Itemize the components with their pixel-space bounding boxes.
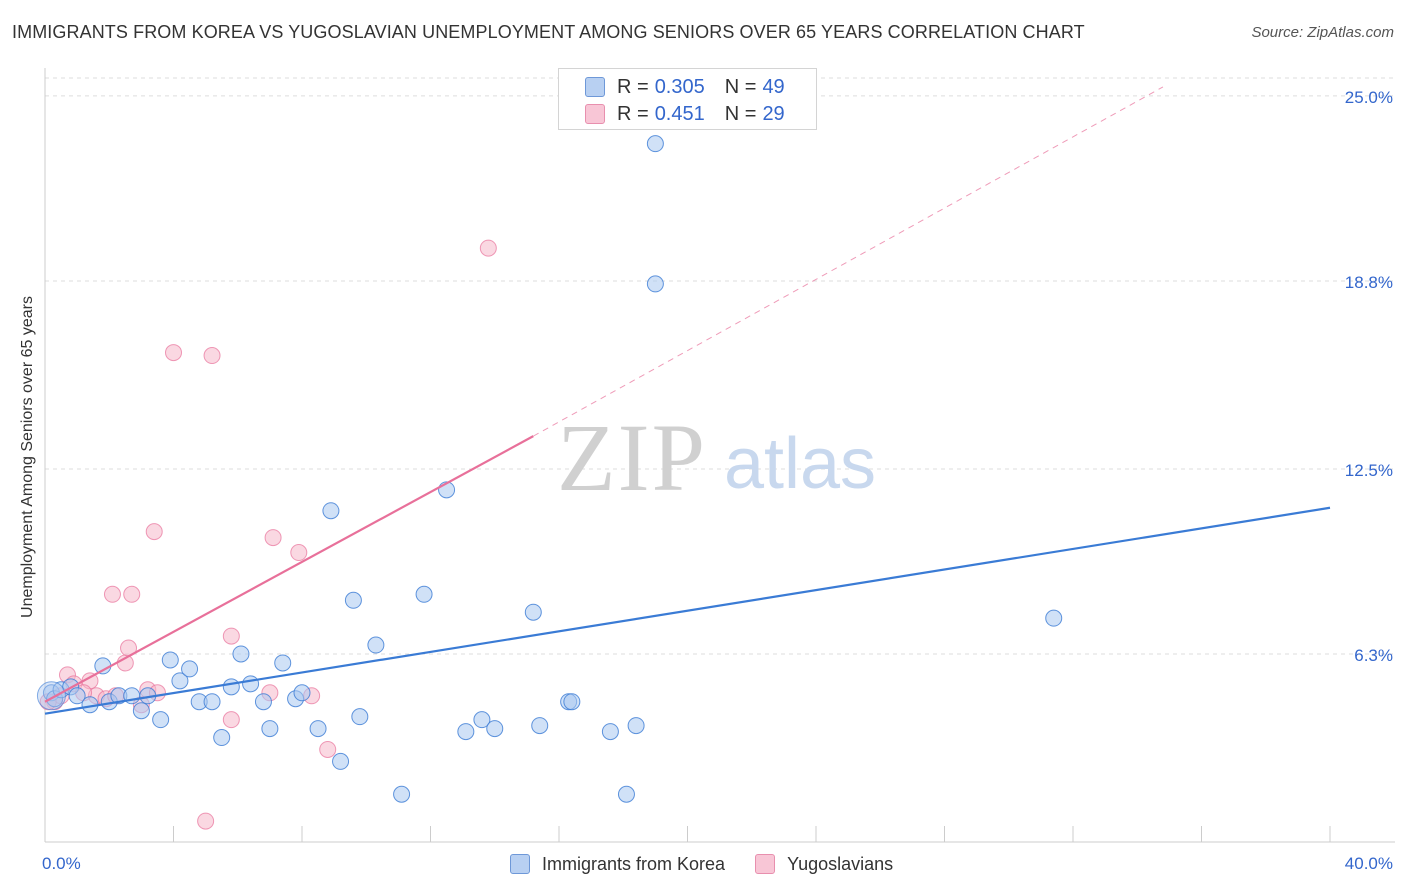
korea-point	[222, 678, 240, 696]
x-tick-label: 0.0%	[42, 854, 81, 873]
korea-point	[309, 720, 327, 738]
trend-lines	[44, 86, 1331, 715]
korea-point	[293, 684, 311, 702]
korea-point	[646, 135, 664, 153]
yugo-n-value: 29	[762, 102, 785, 125]
yugo-point	[203, 347, 221, 365]
yugo-point	[479, 239, 497, 257]
yugo-r-label: R =	[617, 102, 649, 125]
tick-labels: 6.3% 12.5% 18.8% 25.0% 0.0% 40.0%	[42, 88, 1393, 873]
korea-swatch	[585, 77, 605, 97]
korea-point	[524, 603, 542, 621]
source-credit: Source: ZipAtlas.com	[1251, 24, 1394, 41]
y-tick-label: 6.3%	[1354, 646, 1393, 665]
korea-r-label: R =	[617, 75, 649, 98]
korea-trend-line	[44, 506, 1331, 715]
yugoslavians-points	[39, 239, 497, 830]
korea-point	[627, 717, 645, 735]
y-tick-label: 12.5%	[1345, 461, 1393, 480]
yugo-r-value: 0.451	[654, 102, 705, 125]
y-tick-label: 25.0%	[1345, 88, 1393, 107]
korea-legend-label: Immigrants from Korea	[542, 853, 726, 874]
yugo-legend-swatch	[755, 854, 776, 874]
korea-n-value: 49	[762, 75, 785, 98]
yugo-point	[264, 529, 282, 547]
korea-point	[161, 651, 179, 669]
korea-point	[473, 711, 491, 729]
korea-point	[1045, 609, 1063, 627]
korea-point	[351, 708, 369, 726]
korea-point	[203, 693, 221, 711]
korea-point	[254, 693, 272, 711]
yugo-point	[290, 544, 308, 562]
legend-item-yugo: Yugoslavians	[755, 854, 893, 875]
yugo-point	[222, 711, 240, 729]
watermark-zip: ZIP	[557, 404, 707, 511]
grid-lines	[45, 77, 1395, 655]
correlation-legend: R = 0.305 N = 49 R = 0.451 N = 29	[558, 68, 817, 130]
yugo-point	[145, 523, 163, 541]
korea-legend-swatch	[510, 854, 530, 874]
yugo-point	[165, 344, 182, 362]
korea-point	[531, 717, 549, 735]
korea-point	[486, 720, 504, 738]
chart-title: IMMIGRANTS FROM KOREA VS YUGOSLAVIAN UNE…	[12, 22, 1085, 42]
watermark-atlas: atlas	[724, 424, 876, 504]
yugo-point	[123, 585, 141, 603]
korea-point	[242, 675, 260, 693]
korea-r-value: 0.305	[654, 75, 705, 98]
yugo-point	[319, 740, 337, 758]
korea-point	[646, 275, 664, 293]
legend-item-korea: Immigrants from Korea	[510, 854, 725, 875]
legend-row-korea: R = 0.305 N = 49	[585, 75, 785, 99]
korea-point	[132, 702, 150, 720]
axes	[44, 68, 1395, 843]
korea-cluster-point	[36, 681, 66, 711]
korea-point	[344, 591, 362, 609]
korea-point	[68, 687, 86, 705]
yugo-swatch	[585, 104, 605, 124]
korea-point	[152, 711, 170, 729]
korea-point	[322, 502, 340, 520]
korea-point	[393, 785, 411, 803]
korea-point	[181, 660, 199, 678]
korea-point	[563, 693, 581, 711]
korea-n-label: N =	[724, 75, 757, 98]
yugo-n-label: N =	[724, 102, 757, 125]
korea-point	[171, 672, 189, 690]
korea-point	[617, 785, 635, 803]
y-tick-label: 18.8%	[1345, 273, 1393, 292]
korea-point	[274, 654, 292, 672]
yugo-point	[103, 585, 121, 603]
korea-point	[232, 645, 250, 663]
korea-point	[261, 720, 279, 738]
series-legend: Immigrants from Korea Yugoslavians	[510, 851, 923, 877]
watermark: ZIP atlas	[557, 404, 876, 511]
korea-point	[332, 752, 350, 770]
korea-point	[367, 636, 385, 654]
yugo-point	[222, 627, 240, 645]
yugo-trend-line	[44, 435, 534, 703]
y-axis-label: Unemployment Among Seniors over 65 years	[19, 296, 36, 618]
korea-point	[415, 585, 433, 603]
korea-point	[601, 723, 619, 741]
x-tick-label: 40.0%	[1345, 854, 1393, 873]
yugo-point	[197, 812, 215, 830]
korea-point	[457, 723, 475, 741]
yugo-legend-label: Yugoslavians	[787, 853, 894, 874]
korea-point	[213, 729, 231, 747]
yugo-trend-extension	[533, 86, 1164, 437]
legend-row-yugo: R = 0.451 N = 29	[585, 102, 785, 126]
